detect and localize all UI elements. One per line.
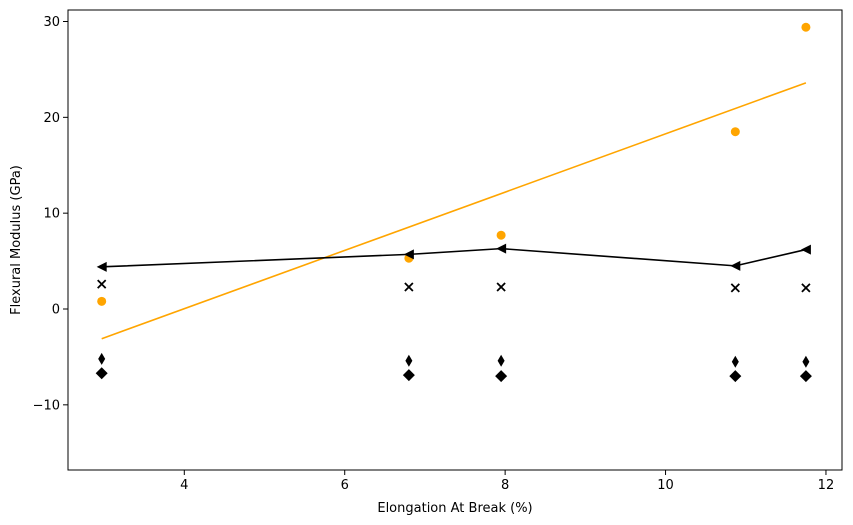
plot-frame: [67, 9, 843, 471]
data-point: [497, 354, 505, 367]
data-point: [730, 127, 740, 137]
series-1: [101, 82, 807, 340]
plot-area: [95, 22, 812, 383]
series-4: [98, 352, 810, 368]
y-axis-label: Flexural Modulus (GPa): [9, 165, 24, 315]
data-point: [403, 249, 414, 260]
data-point: [98, 352, 106, 365]
y-tick-label: 10: [43, 207, 60, 222]
data-point: [402, 369, 415, 382]
data-point: [801, 283, 811, 293]
series-5: [95, 367, 812, 383]
x-tick-label: 12: [818, 478, 835, 493]
data-point: [799, 370, 812, 383]
data-point: [496, 282, 506, 292]
series-3: [97, 279, 811, 293]
y-tick-label: −10: [33, 398, 60, 413]
data-point: [97, 279, 107, 289]
x-tick-label: 8: [501, 478, 509, 493]
y-tick-label: 20: [43, 111, 60, 126]
data-point: [496, 243, 507, 254]
data-point: [96, 261, 107, 272]
data-point: [495, 370, 508, 383]
data-point: [405, 354, 413, 367]
data-point: [404, 282, 414, 292]
data-point: [801, 22, 811, 32]
x-tick-label: 4: [180, 478, 188, 493]
data-point: [97, 296, 107, 306]
series-2: [96, 243, 811, 272]
x-tick-label: 10: [657, 478, 674, 493]
x-tick-label: 6: [341, 478, 349, 493]
data-point: [731, 355, 739, 368]
data-point: [730, 283, 740, 293]
x-axis-label: Elongation At Break (%): [377, 501, 532, 516]
data-point: [729, 370, 742, 383]
data-point: [95, 367, 108, 380]
data-point: [496, 230, 506, 240]
y-tick-label: 30: [43, 15, 60, 30]
data-point: [802, 355, 810, 368]
data-point: [800, 244, 811, 255]
axis-ticks: 4 6 8 10 12 −10 0 10 20 30: [33, 15, 835, 493]
data-point: [730, 260, 741, 271]
series-line: [101, 82, 807, 340]
y-tick-label: 0: [52, 303, 60, 318]
